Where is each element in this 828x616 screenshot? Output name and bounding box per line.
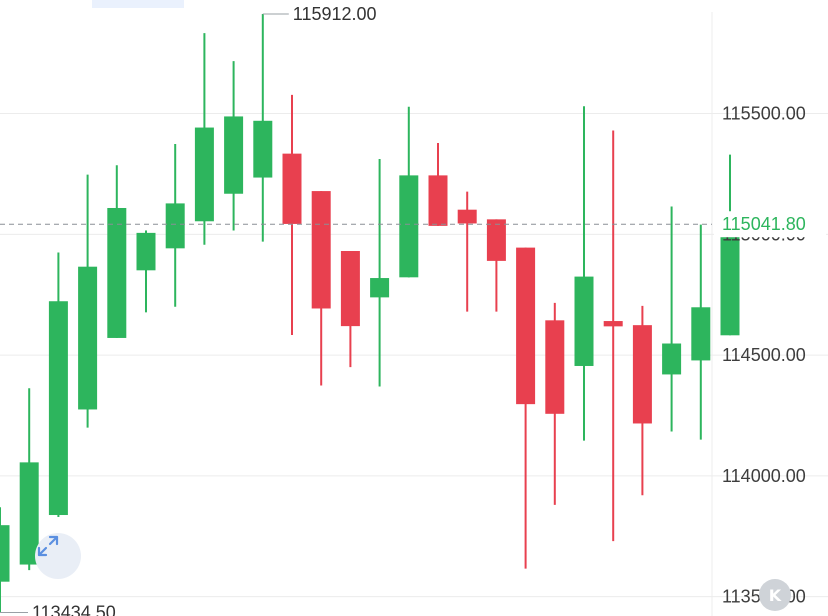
candle-body	[136, 232, 156, 271]
candle-body	[107, 207, 127, 338]
extreme-markers: 115912.00 113434.50	[0, 4, 377, 616]
candle-down	[486, 219, 506, 312]
candle-down	[428, 143, 448, 226]
expand-arrows-icon	[37, 535, 59, 557]
y-axis-labels: 115500.00115000.00114500.00114000.001135…	[714, 104, 826, 607]
y-tick-label: 115500.00	[722, 104, 806, 124]
candle-down	[311, 191, 331, 386]
candle-down	[516, 247, 536, 569]
candle-body	[632, 325, 652, 424]
candle-down	[340, 250, 360, 368]
top-tab-indicator	[92, 0, 184, 8]
candle-body	[194, 127, 214, 222]
candle-up	[224, 61, 244, 231]
candle-body	[691, 307, 711, 361]
candle-up	[0, 507, 10, 613]
grid-lines	[0, 113, 828, 598]
candle-body	[165, 203, 185, 249]
candle-body	[720, 224, 740, 336]
expand-button[interactable]	[35, 533, 81, 579]
candle-body	[603, 321, 623, 327]
candle-down	[632, 305, 652, 496]
candle-up	[399, 106, 419, 278]
current-price-bg	[714, 211, 826, 238]
candle-body	[457, 209, 477, 224]
candle-up	[194, 33, 214, 245]
candle-body	[19, 462, 39, 565]
low-marker-label: 113434.50	[32, 602, 116, 616]
candle-body	[282, 153, 302, 224]
candle-up	[136, 230, 156, 313]
y-tick-label: 114500.00	[722, 345, 806, 365]
candle-up	[107, 165, 127, 338]
candle-body	[545, 320, 565, 414]
candle-body	[48, 301, 68, 516]
candle-body	[340, 250, 360, 327]
candle-body	[370, 278, 390, 298]
candle-up	[19, 388, 39, 571]
candle-body	[78, 266, 98, 410]
candle-body	[224, 116, 244, 194]
candle-up	[662, 206, 682, 432]
candle-down	[545, 302, 565, 505]
high-marker-label: 115912.00	[293, 4, 377, 24]
candle-up	[48, 252, 68, 517]
candle-body	[662, 343, 682, 375]
candle-body	[428, 175, 448, 226]
candle-body	[486, 219, 506, 261]
candle-down	[282, 94, 302, 336]
candle-body	[399, 175, 419, 278]
candle-up	[720, 154, 740, 336]
candles	[0, 14, 740, 613]
candle-up	[165, 143, 185, 307]
candle-up	[78, 174, 98, 428]
y-tick-label: 114000.00	[722, 466, 806, 486]
candle-up	[253, 14, 273, 242]
candle-up	[370, 158, 390, 387]
candle-body	[0, 525, 10, 582]
candle-body	[516, 247, 536, 405]
candle-up	[691, 224, 711, 440]
k-logo-icon[interactable]: K	[759, 579, 791, 611]
candle-body	[311, 191, 331, 309]
candle-down	[603, 130, 623, 542]
current-price-label: 115041.80	[722, 214, 806, 234]
candle-up	[574, 106, 594, 441]
candle-body	[574, 276, 594, 366]
candle-down	[457, 191, 477, 312]
candle-body	[253, 120, 273, 178]
